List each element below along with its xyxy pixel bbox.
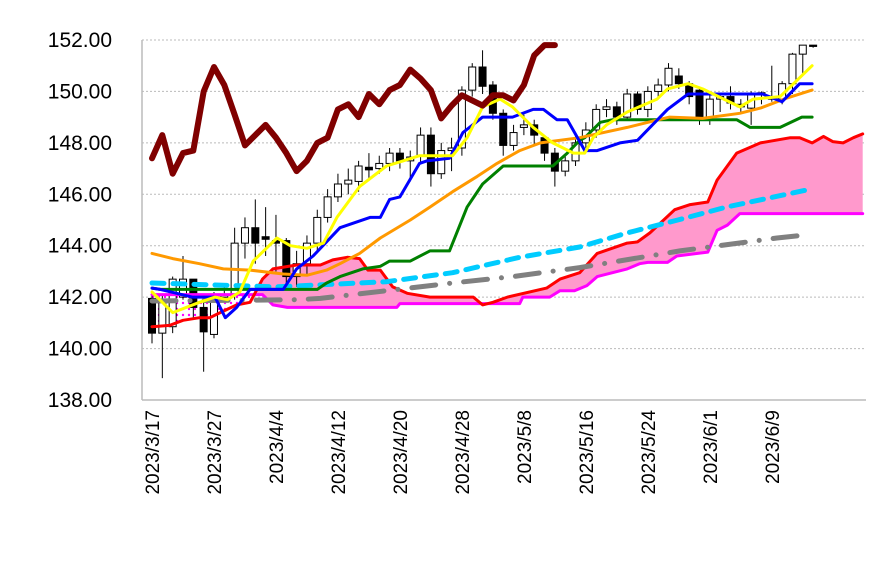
x-tick-label: 2023/5/8 <box>515 410 536 484</box>
candle-bearish <box>261 236 270 240</box>
y-tick-label: 140.00 <box>48 338 112 361</box>
candle-bearish <box>674 75 683 85</box>
y-tick-label: 144.00 <box>48 235 112 258</box>
x-tick-label: 2023/5/16 <box>577 410 598 495</box>
x-tick-label: 2023/4/28 <box>453 410 474 495</box>
candle-bullish <box>323 196 332 218</box>
candle-bearish <box>478 66 487 87</box>
candle-bullish <box>788 53 797 85</box>
y-tick-label: 150.00 <box>48 80 112 103</box>
candle-bullish <box>416 134 425 157</box>
candle-bearish <box>282 240 291 278</box>
candle-bullish <box>654 84 663 92</box>
series-line-ma-mid <box>150 88 814 277</box>
candle-bullish <box>602 106 611 110</box>
y-tick-label: 148.00 <box>48 132 112 155</box>
y-tick-label: 138.00 <box>48 389 112 412</box>
candle-bearish <box>364 166 373 171</box>
candle-bullish <box>457 89 466 149</box>
x-tick-label: 2023/4/20 <box>391 410 412 495</box>
candle-bullish <box>240 227 249 244</box>
x-tick-label: 2023/4/4 <box>267 410 288 484</box>
candle-bearish <box>251 227 260 244</box>
y-tick-label: 146.00 <box>48 183 112 206</box>
x-tick-label: 2023/6/9 <box>763 410 784 484</box>
candle-bullish <box>344 179 353 185</box>
series-line-kijun <box>150 115 814 291</box>
candle-bearish <box>633 93 642 110</box>
x-tick-label: 2023/5/24 <box>639 410 660 495</box>
series-line-senkou-span-a <box>150 132 865 329</box>
candle-bullish <box>705 98 714 118</box>
candle-bearish <box>499 112 508 146</box>
series-line-ma-long-2 <box>149 232 805 304</box>
series-line-ma-long-1 <box>149 187 808 290</box>
candle-bearish <box>199 306 208 333</box>
candle-bearish <box>809 44 818 47</box>
candle-bullish <box>354 165 363 182</box>
x-tick-label: 2023/3/17 <box>143 410 164 495</box>
candle-bullish <box>509 132 518 146</box>
candle-bullish <box>798 44 807 55</box>
candle-bullish <box>385 152 394 164</box>
candle-bullish <box>313 216 322 244</box>
candle-bullish <box>561 160 570 172</box>
y-tick-label: 142.00 <box>48 286 112 309</box>
x-tick-label: 2023/3/27 <box>205 410 226 495</box>
candle-bullish <box>333 183 342 198</box>
series-line-chikou <box>149 42 558 177</box>
candle-bullish <box>375 162 384 170</box>
y-tick-label: 152.00 <box>48 29 112 52</box>
candle-bullish <box>437 150 446 175</box>
candle-bullish <box>468 66 477 91</box>
series-line-tenkan <box>150 82 814 320</box>
candle-bullish <box>592 108 601 131</box>
cloud-bullish-fill <box>152 133 863 308</box>
candle-bullish <box>664 67 673 86</box>
candle-bullish <box>519 124 528 128</box>
candle-bearish <box>148 297 156 334</box>
x-tick-label: 2023/4/12 <box>329 410 350 495</box>
x-tick-label: 2023/6/1 <box>701 410 722 484</box>
candle-bullish <box>623 93 632 118</box>
